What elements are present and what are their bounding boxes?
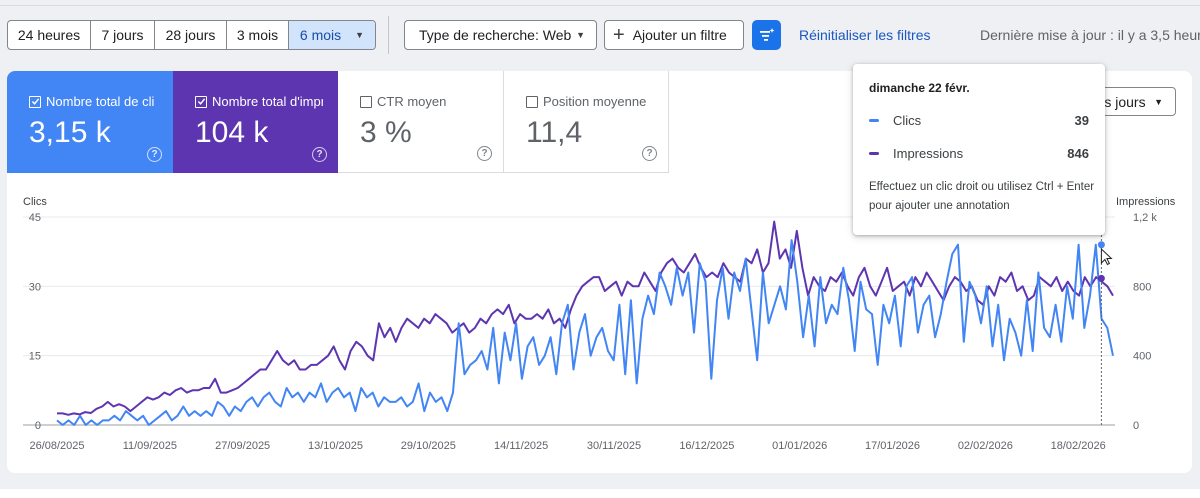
left-tick-label: 15: [29, 351, 41, 363]
chart-series: [56, 220, 1114, 426]
help-icon[interactable]: ?: [147, 147, 162, 162]
right-tick-label: 400: [1133, 351, 1151, 363]
right-tick-label: 1,2 k: [1133, 212, 1157, 224]
metric-value: 3 %: [360, 116, 412, 149]
metric-clicks-card[interactable]: Nombre total de clics 3,15 k ?: [7, 71, 173, 173]
range-7d-button[interactable]: 7 jours: [91, 21, 155, 49]
tooltip-series-value: 846: [1067, 145, 1089, 161]
x-tick-label: 02/02/2026: [958, 440, 1013, 452]
left-axis-title: Clics: [23, 196, 47, 208]
range-label: 3 mois: [236, 27, 279, 43]
toolbar-divider: [388, 16, 389, 54]
x-tick-label: 26/08/2025: [29, 440, 84, 452]
metric-label: Nombre total d'impressions: [212, 94, 323, 109]
right-tick-label: 0: [1133, 420, 1139, 432]
help-icon[interactable]: ?: [312, 147, 327, 162]
filter-settings-button[interactable]: [752, 20, 781, 50]
add-filter-button[interactable]: + Ajouter un filtre: [604, 20, 744, 50]
x-tick-label: 17/01/2026: [865, 440, 920, 452]
metric-label-row: Nombre total de clics: [29, 94, 154, 109]
metric-value: 3,15 k: [29, 116, 111, 149]
reset-filters-link[interactable]: Réinitialiser les filtres: [799, 27, 931, 43]
hover-point-clicks: [1097, 241, 1105, 249]
tooltip-series-name: Impressions: [893, 145, 964, 161]
tooltip-series-name: Clics: [893, 112, 922, 128]
metric-label-row: CTR moyen: [360, 94, 446, 109]
range-label: 6 mois: [299, 27, 342, 43]
series-line-impressions: [57, 220, 1114, 416]
left-tick-label: 0: [35, 420, 41, 432]
x-tick-label: 16/12/2025: [679, 440, 734, 452]
right-axis-title: Impressions: [1116, 196, 1176, 208]
metric-label: Nombre total de clics: [46, 94, 154, 109]
date-range-segmented: 24 heures 7 jours 28 jours 3 mois 6 mois…: [7, 20, 376, 50]
x-tick-label: 30/11/2025: [587, 440, 641, 452]
chart-tooltip: dimanche 22 févr. Clics 39 Impressions 8…: [853, 64, 1105, 235]
metric-label: CTR moyen: [377, 94, 447, 109]
x-tick-label: 27/09/2025: [215, 440, 270, 452]
checkbox-unchecked-icon[interactable]: [360, 95, 372, 108]
tooltip-series-value: 39: [1074, 112, 1089, 128]
legend-swatch: [869, 151, 879, 155]
range-label: 24 heures: [17, 27, 81, 43]
checkbox-checked-icon[interactable]: [29, 95, 41, 108]
x-tick-label: 11/09/2025: [123, 440, 177, 452]
range-6m-button[interactable]: 6 mois ▼: [289, 21, 375, 49]
metric-value: 11,4: [526, 116, 583, 149]
metric-value: 104 k: [195, 116, 269, 149]
caret-down-icon: ▼: [576, 30, 585, 40]
range-24h-button[interactable]: 24 heures: [8, 21, 91, 49]
x-tick-label: 29/10/2025: [401, 440, 456, 452]
plus-icon: +: [613, 24, 625, 46]
last-update-text: Dernière mise à jour : il y a 3,5 heures: [980, 27, 1200, 43]
help-icon[interactable]: ?: [477, 146, 492, 161]
metric-label-row: Position moyenne: [526, 94, 646, 109]
tooltip-row-impressions: Impressions 846: [869, 145, 1089, 161]
legend-swatch: [869, 118, 879, 122]
checkbox-checked-icon[interactable]: [195, 95, 207, 108]
metric-impressions-card[interactable]: Nombre total d'impressions 104 k ?: [173, 71, 338, 173]
series-line-clics: [56, 239, 1114, 426]
hover-point-impressions: [1097, 274, 1105, 282]
x-tick-label: 18/02/2026: [1051, 440, 1106, 452]
metric-position-card[interactable]: Position moyenne 11,4 ?: [504, 71, 669, 173]
left-tick-label: 30: [29, 281, 41, 293]
x-tick-label: 01/01/2026: [772, 440, 827, 452]
add-filter-label: Ajouter un filtre: [632, 27, 727, 43]
metric-label-row: Nombre total d'impressions: [195, 94, 323, 109]
range-28d-button[interactable]: 28 jours: [155, 21, 227, 49]
range-label: 28 jours: [165, 27, 216, 43]
performance-chart[interactable]: Clics Impressions 0 0 15 400 30 800 45 1,2 k 26/…: [7, 71, 1192, 473]
x-tick-label: 13/10/2025: [308, 440, 363, 452]
mouse-cursor-icon: [1100, 247, 1113, 266]
next-card-edge: [0, 489, 1200, 498]
caret-down-icon: ▼: [355, 30, 365, 40]
caret-down-icon: ▼: [1154, 96, 1163, 107]
range-3m-button[interactable]: 3 mois: [227, 21, 289, 49]
left-tick-label: 45: [29, 212, 41, 224]
metric-ctr-card[interactable]: CTR moyen 3 % ?: [338, 71, 504, 173]
x-tick-label: 14/11/2025: [494, 440, 548, 452]
help-icon[interactable]: ?: [642, 146, 657, 161]
filter-sparkle-icon: [759, 28, 774, 41]
top-divider: [0, 5, 1200, 6]
range-label: 7 jours: [101, 27, 144, 43]
axis-ticks: 0 0 15 400 30 800 45 1,2 k 26/08/2025 11/09/2025 2…: [29, 212, 1158, 452]
search-type-dropdown[interactable]: Type de recherche: Web ▼: [404, 20, 597, 50]
tooltip-date: dimanche 22 févr.: [869, 81, 970, 95]
right-tick-label: 800: [1133, 281, 1151, 293]
search-type-label: Type de recherche: Web: [419, 27, 572, 43]
hover-indicator: [1097, 199, 1113, 425]
metric-label: Position moyenne: [543, 94, 647, 109]
tooltip-row-clicks: Clics 39: [869, 112, 1089, 128]
checkbox-unchecked-icon[interactable]: [526, 95, 538, 108]
tooltip-note: Effectuez un clic droit ou utilisez Ctrl…: [869, 181, 1095, 212]
